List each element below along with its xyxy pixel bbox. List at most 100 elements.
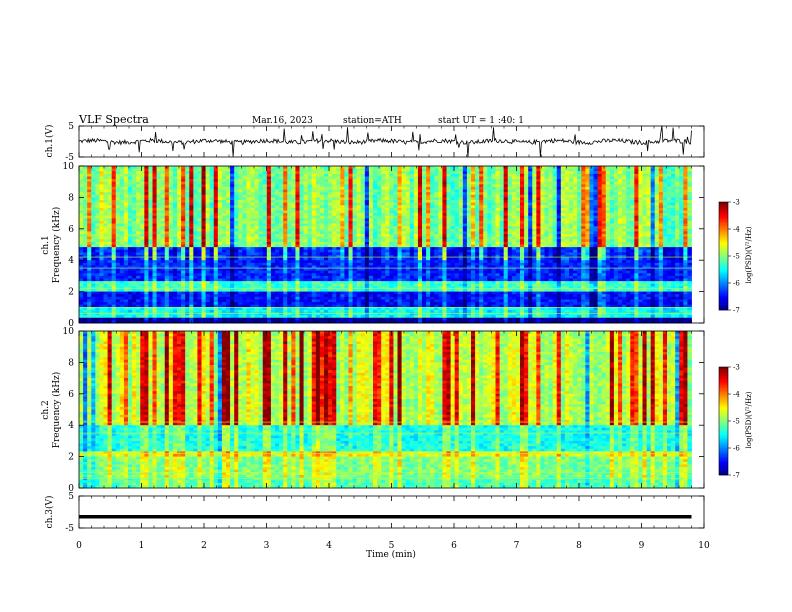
spectrogram-cell: [504, 200, 508, 203]
spectrogram-cell: [643, 195, 647, 198]
spectrogram-cell: [132, 218, 136, 221]
spectrogram-cell: [344, 242, 348, 245]
spectrogram-cell: [340, 169, 344, 172]
spectrogram-cell: [626, 210, 630, 213]
spectrogram-cell: [536, 187, 540, 190]
spectrogram-cell: [128, 237, 132, 240]
spectrogram-cell: [516, 250, 520, 253]
spectrogram-cell: [99, 176, 103, 179]
spectrogram-cell: [540, 247, 544, 250]
spectrogram-cell: [304, 200, 308, 203]
spectrogram-cell: [614, 231, 618, 234]
spectrogram-cell: [479, 245, 483, 248]
spectrogram-cell: [385, 231, 389, 234]
spectrogram-cell: [214, 179, 218, 182]
spectrogram-cell: [312, 192, 316, 195]
spectrogram-cell: [647, 237, 651, 240]
spectrogram-cell: [569, 197, 573, 200]
spectrogram-cell: [226, 197, 230, 200]
spectrogram-cell: [536, 190, 540, 193]
spectrogram-cell: [218, 213, 222, 216]
spectrogram-cell: [430, 247, 434, 250]
spectrogram-cell: [667, 237, 671, 240]
spectrogram-cell: [197, 234, 201, 237]
spectrogram-cell: [238, 192, 242, 195]
spectrogram-cell: [332, 187, 336, 190]
spectrogram-cell: [320, 242, 324, 245]
spectrogram-cell: [112, 176, 116, 179]
spectrogram-cell: [373, 208, 377, 211]
spectrogram-cell: [385, 234, 389, 237]
spectrogram-cell: [430, 197, 434, 200]
spectrogram-cell: [332, 195, 336, 198]
spectrogram-cell: [381, 237, 385, 240]
spectrogram-cell: [185, 237, 189, 240]
spectrogram-cell: [414, 216, 418, 219]
spectrogram-cell: [218, 224, 222, 227]
spectrogram-cell: [606, 208, 610, 211]
spectrogram-cell: [340, 231, 344, 234]
spectrogram-cell: [136, 203, 140, 206]
spectrogram-cell: [451, 184, 455, 187]
spectrogram-cell: [197, 200, 201, 203]
spectrogram-cell: [263, 231, 267, 234]
spectrogram-cell: [381, 224, 385, 227]
spectrogram-cell: [561, 195, 565, 198]
spectrogram-cell: [504, 216, 508, 219]
spectrogram-cell: [259, 242, 263, 245]
spectrogram-cell: [136, 208, 140, 211]
spectrogram-cell: [393, 166, 397, 169]
spectrogram-cell: [202, 182, 206, 185]
spectrogram-cell: [177, 234, 181, 237]
spectrogram-cell: [381, 226, 385, 229]
spectrogram-cell: [487, 179, 491, 182]
spectrogram-cell: [91, 237, 95, 240]
spectrogram-cell: [545, 245, 549, 248]
spectrogram-cell: [540, 190, 544, 193]
spectrogram-cell: [430, 221, 434, 224]
spectrogram-cell: [467, 200, 471, 203]
spectrogram-cell: [589, 187, 593, 190]
spectrogram-cell: [683, 242, 687, 245]
spectrogram-cell: [267, 250, 271, 253]
spectrogram-cell: [271, 200, 275, 203]
spectrogram-cell: [369, 221, 373, 224]
spectrogram-cell: [251, 247, 255, 250]
spectrogram-cell: [95, 184, 99, 187]
spectrogram-cell: [353, 216, 357, 219]
spectrogram-cell: [683, 234, 687, 237]
spectrogram-cell: [634, 250, 638, 253]
spectrogram-cell: [328, 216, 332, 219]
spectrogram-cell: [614, 218, 618, 221]
spectrogram-cell: [569, 242, 573, 245]
spectrogram-cell: [165, 184, 169, 187]
spectrogram-cell: [344, 184, 348, 187]
spectrogram-cell: [320, 182, 324, 185]
spectrogram-cell: [651, 226, 655, 229]
spectrogram-cell: [618, 231, 622, 234]
spectrogram-cell: [577, 169, 581, 172]
spectrogram-cell: [598, 197, 602, 200]
spectrogram-cell: [406, 169, 410, 172]
spectrogram-cell: [165, 174, 169, 177]
spectrogram-cell: [377, 182, 381, 185]
spectrogram-cell: [295, 195, 299, 198]
spectrogram-cell: [442, 224, 446, 227]
spectrogram-cell: [271, 218, 275, 221]
spectrogram-cell: [402, 237, 406, 240]
spectrogram-cell: [410, 166, 414, 169]
spectrogram-cell: [647, 216, 651, 219]
spectrogram-cell: [283, 247, 287, 250]
spectrogram-cell: [479, 179, 483, 182]
spectrogram-cell: [116, 242, 120, 245]
spectrogram-cell: [230, 169, 234, 172]
spectrogram-cell: [83, 179, 87, 182]
spectrogram-cell: [594, 216, 598, 219]
spectrogram-cell: [512, 171, 516, 174]
spectrogram-cell: [471, 195, 475, 198]
spectrogram-cell: [622, 174, 626, 177]
spectrogram-cell: [638, 176, 642, 179]
spectrogram-cell: [132, 192, 136, 195]
spectrogram-cell: [185, 208, 189, 211]
spectrogram-cell: [553, 229, 557, 232]
